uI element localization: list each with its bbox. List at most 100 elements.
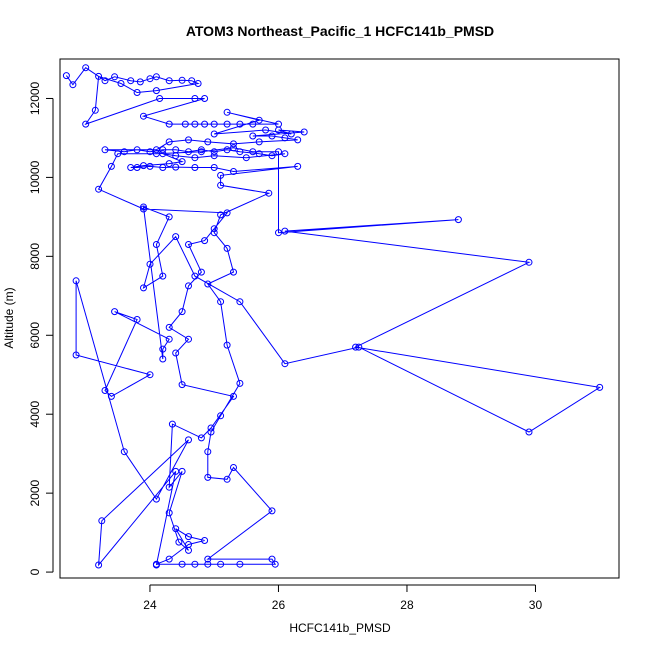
data-point bbox=[140, 203, 147, 211]
data-point bbox=[152, 241, 160, 248]
data-point bbox=[159, 355, 167, 363]
data-point bbox=[185, 436, 192, 444]
data-point bbox=[152, 73, 160, 81]
data-point bbox=[136, 78, 144, 86]
data-point bbox=[194, 80, 202, 87]
data-point bbox=[352, 343, 360, 351]
data-point bbox=[294, 136, 302, 144]
x-tick-label: 28 bbox=[400, 598, 414, 612]
data-point bbox=[204, 138, 212, 146]
data-point bbox=[140, 162, 147, 170]
data-point bbox=[178, 381, 186, 389]
data-point bbox=[204, 448, 212, 456]
data-point bbox=[271, 560, 279, 568]
data-point bbox=[249, 148, 257, 156]
data-point bbox=[107, 392, 115, 400]
data-point bbox=[201, 120, 209, 128]
data-point bbox=[249, 120, 257, 128]
data-point bbox=[275, 126, 282, 134]
data-point bbox=[210, 148, 218, 156]
data-point bbox=[152, 495, 160, 503]
x-tick-label: 30 bbox=[529, 598, 543, 612]
data-point bbox=[217, 560, 225, 568]
data-point bbox=[236, 148, 244, 156]
data-point bbox=[287, 130, 295, 138]
data-point bbox=[140, 284, 147, 292]
data-point bbox=[281, 134, 289, 142]
y-tick-label: 4000 bbox=[28, 401, 42, 428]
data-point bbox=[207, 424, 215, 432]
data-point bbox=[210, 130, 218, 138]
data-point bbox=[111, 308, 119, 316]
data-point bbox=[294, 162, 302, 170]
data-point bbox=[223, 108, 231, 116]
data-point bbox=[201, 537, 209, 544]
data-point bbox=[146, 148, 154, 156]
data-point bbox=[185, 335, 192, 343]
data-point bbox=[114, 150, 122, 158]
data-point bbox=[255, 150, 263, 158]
data-point bbox=[165, 483, 173, 491]
data-point bbox=[172, 525, 180, 533]
data-point bbox=[262, 126, 270, 134]
data-point bbox=[201, 95, 209, 102]
data-point bbox=[146, 371, 154, 379]
data-point bbox=[230, 268, 237, 276]
data-point bbox=[156, 95, 164, 102]
data-point bbox=[185, 136, 192, 144]
x-axis: 24 26 28 30 bbox=[143, 584, 543, 612]
data-point bbox=[181, 120, 189, 128]
data-point bbox=[172, 163, 180, 171]
data-point bbox=[95, 72, 103, 80]
y-axis-label: Altitude (m) bbox=[2, 287, 16, 348]
data-point bbox=[223, 146, 231, 154]
data-point bbox=[178, 308, 186, 316]
data-point bbox=[95, 561, 103, 569]
data-point bbox=[197, 148, 205, 156]
data-point bbox=[107, 162, 115, 170]
data-point bbox=[120, 148, 128, 156]
data-point bbox=[101, 387, 109, 394]
data-point bbox=[127, 77, 135, 85]
data-point bbox=[210, 225, 218, 233]
data-point bbox=[95, 185, 103, 193]
data-point bbox=[210, 120, 218, 128]
data-point bbox=[197, 434, 205, 442]
data-point bbox=[204, 473, 212, 481]
data-point bbox=[159, 272, 167, 280]
data-point bbox=[242, 154, 250, 162]
data-point bbox=[188, 77, 196, 85]
data-point bbox=[223, 475, 231, 483]
data-point bbox=[159, 146, 167, 154]
chart-title: ATOM3 Northeast_Pacific_1 HCFC141b_PMSD bbox=[186, 23, 494, 39]
data-point bbox=[62, 72, 70, 80]
data-point bbox=[82, 120, 90, 128]
data-point bbox=[152, 561, 160, 569]
data-point bbox=[172, 152, 180, 160]
data-point bbox=[185, 546, 192, 554]
data-point bbox=[230, 144, 237, 152]
data-point bbox=[201, 237, 209, 245]
data-point bbox=[172, 349, 180, 357]
data-point bbox=[133, 316, 141, 323]
data-point bbox=[140, 205, 147, 213]
data-point bbox=[191, 164, 199, 171]
data-point bbox=[255, 116, 263, 124]
data-point bbox=[596, 383, 604, 391]
data-point bbox=[91, 106, 99, 114]
data-point bbox=[230, 140, 237, 148]
data-point bbox=[175, 538, 183, 546]
data-point bbox=[159, 164, 167, 171]
data-point bbox=[165, 335, 173, 343]
y-axis: 0 2000 4000 6000 8000 10000 12000 bbox=[28, 81, 54, 575]
data-point bbox=[165, 323, 173, 331]
data-point bbox=[210, 152, 218, 160]
y-tick-label: 12000 bbox=[28, 81, 42, 115]
data-point bbox=[249, 132, 257, 140]
data-point bbox=[191, 272, 199, 280]
data-point bbox=[204, 560, 212, 568]
data-point bbox=[146, 162, 154, 170]
data-point bbox=[454, 216, 462, 224]
data-point bbox=[217, 412, 225, 420]
data-point bbox=[223, 244, 231, 252]
